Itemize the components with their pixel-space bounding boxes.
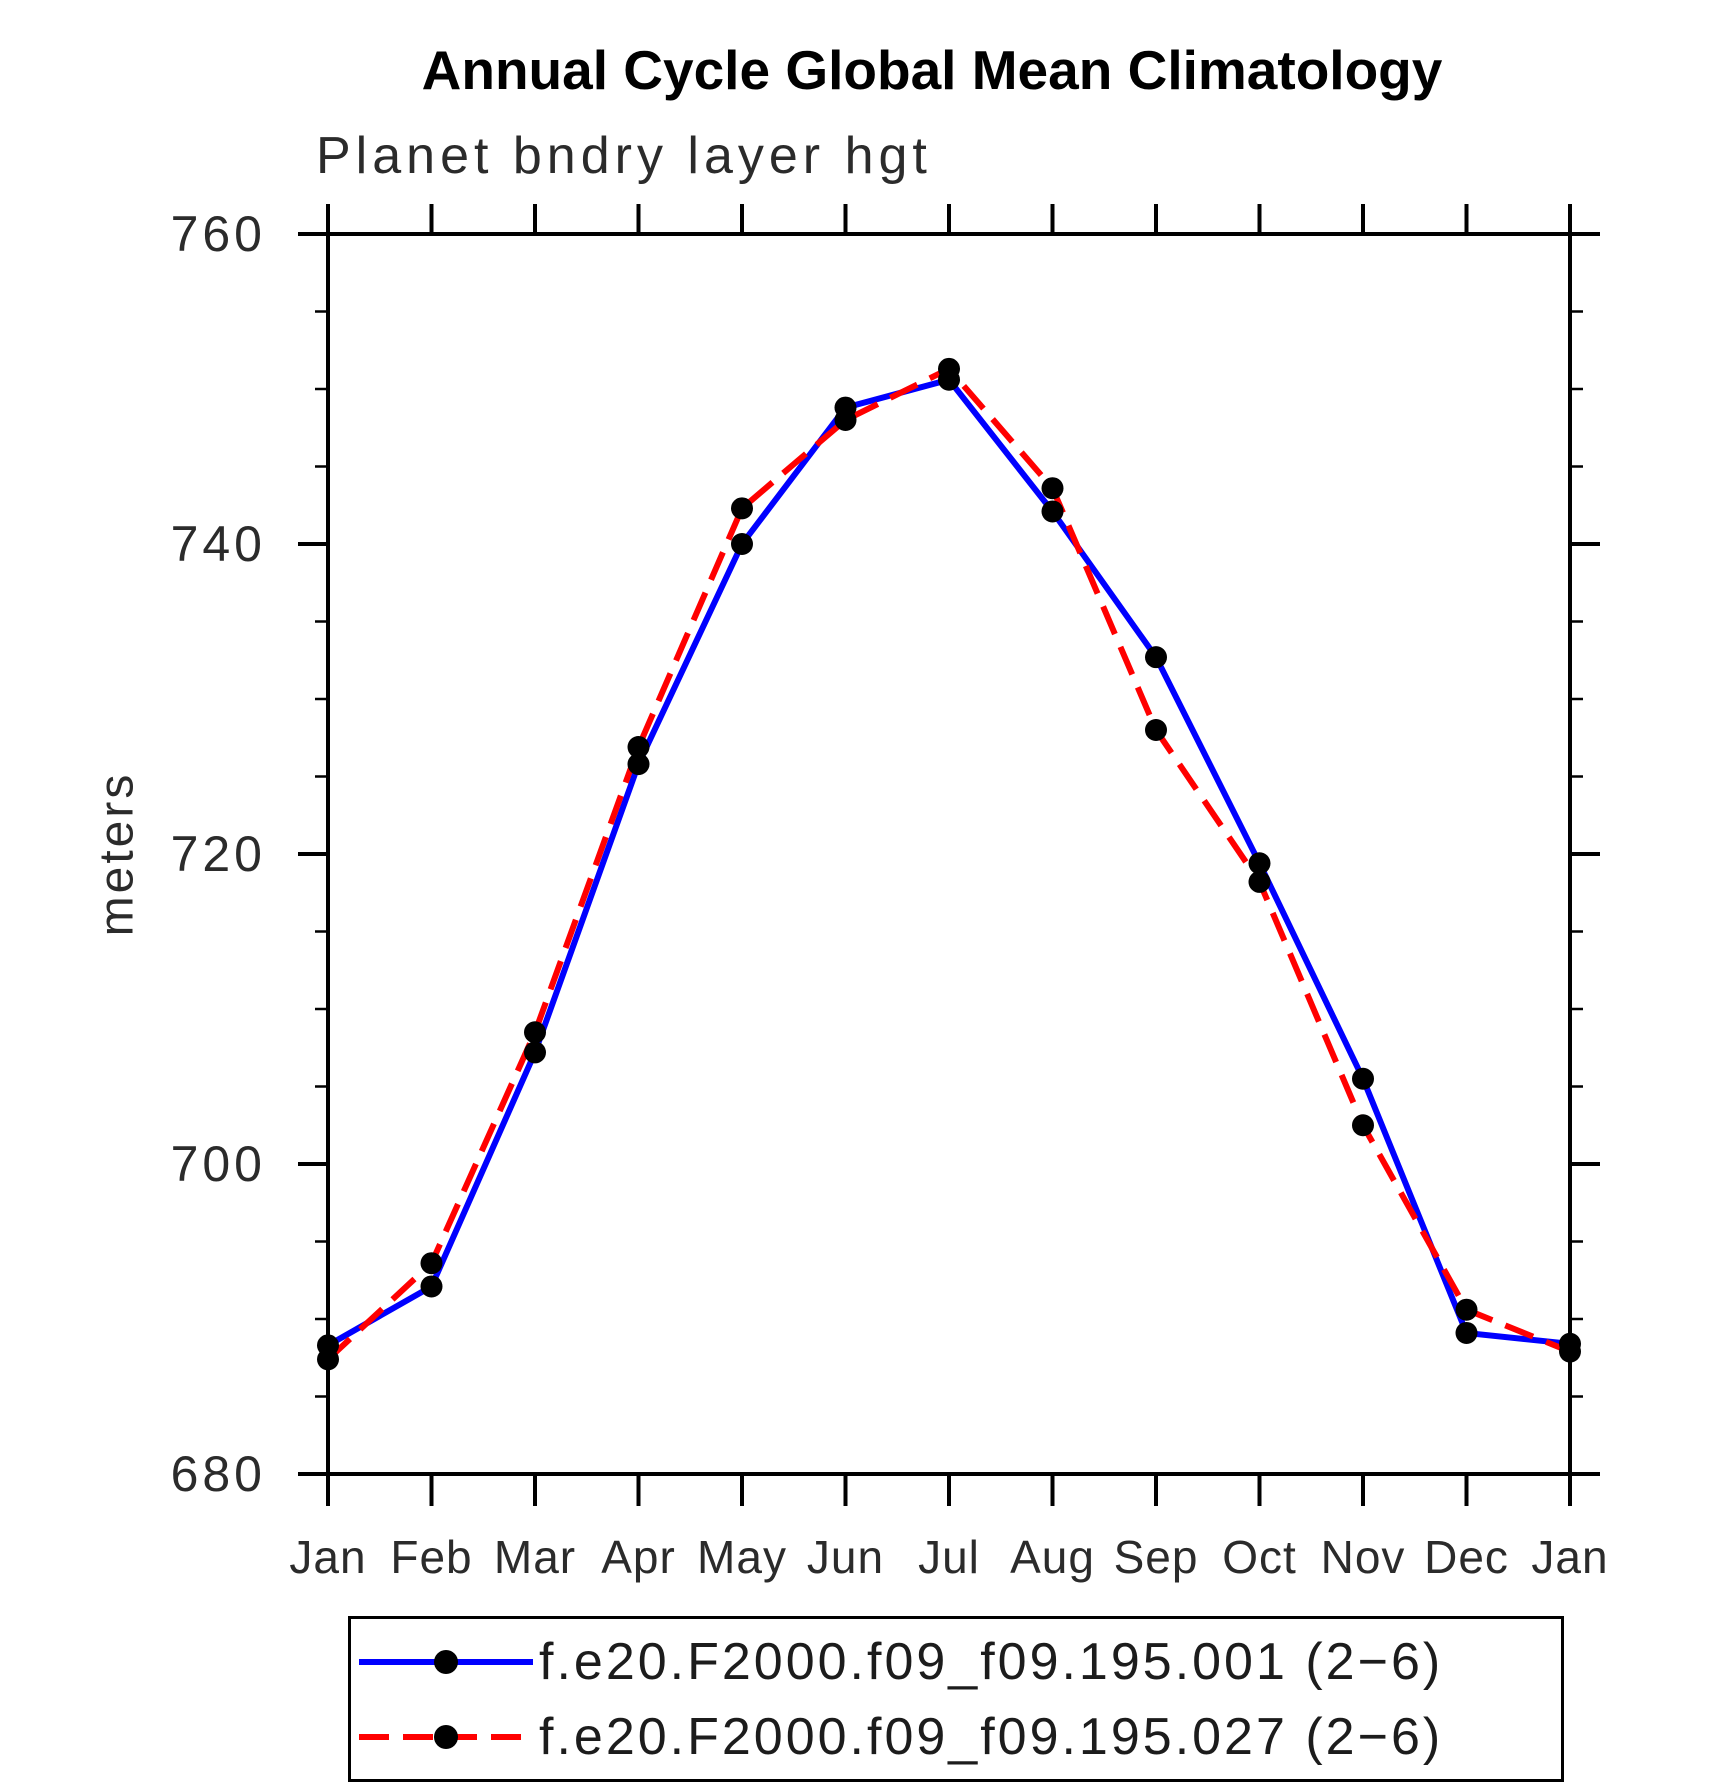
month-label: Oct bbox=[1222, 1531, 1297, 1583]
y-tick-label: 720 bbox=[171, 826, 266, 882]
month-label: Aug bbox=[1010, 1531, 1095, 1583]
legend-row-series-1: f.e20.F2000.f09_f09.195.027 (2−6) bbox=[355, 1708, 1443, 1766]
y-axis-ticks: 680 700 720 740 760 bbox=[171, 206, 1600, 1502]
series-line-0 bbox=[326, 376, 1571, 1348]
month-label: Apr bbox=[601, 1531, 676, 1583]
series-markers-1 bbox=[317, 357, 1581, 1371]
series-markers-0 bbox=[317, 368, 1581, 1357]
month-label: Sep bbox=[1114, 1531, 1199, 1583]
legend-sample-solid-line-icon bbox=[359, 1650, 533, 1674]
y-tick-label: 680 bbox=[171, 1446, 266, 1502]
y-tick-label: 740 bbox=[171, 516, 266, 572]
chart-title: Annual Cycle Global Mean Climatology bbox=[421, 39, 1443, 101]
month-label: Feb bbox=[390, 1531, 472, 1583]
month-label: May bbox=[697, 1531, 787, 1583]
series-line-1 bbox=[325, 365, 1572, 1362]
y-tick-label: 760 bbox=[171, 206, 266, 262]
y-tick-label: 700 bbox=[171, 1136, 266, 1192]
legend-sample-dashed-line-icon bbox=[359, 1725, 533, 1749]
x-axis-ticks: Jan Feb Mar Apr May Jun Jul Aug Sep Oct Nov Dec Jan bbox=[289, 204, 1608, 1583]
month-label: Jan bbox=[289, 1531, 366, 1583]
y-axis-title: meters bbox=[90, 771, 144, 937]
legend-label-series-1: f.e20.F2000.f09_f09.195.027 (2−6) bbox=[539, 1708, 1444, 1766]
month-label: Jan bbox=[1531, 1531, 1608, 1583]
legend-label-series-0: f.e20.F2000.f09_f09.195.001 (2−6) bbox=[539, 1633, 1444, 1691]
month-label: Jul bbox=[918, 1531, 980, 1583]
legend-row-series-0: f.e20.F2000.f09_f09.195.001 (2−6) bbox=[355, 1633, 1443, 1691]
month-label: Nov bbox=[1321, 1531, 1406, 1583]
chart-subtitle: Planet bndry layer hgt bbox=[316, 127, 932, 185]
month-label: Mar bbox=[494, 1531, 576, 1583]
month-label: Dec bbox=[1424, 1531, 1509, 1583]
plot-frame bbox=[326, 232, 1572, 1476]
legend: f.e20.F2000.f09_f09.195.001 (2−6) f.e20.… bbox=[348, 1616, 1564, 1782]
month-label: Jun bbox=[807, 1531, 884, 1583]
